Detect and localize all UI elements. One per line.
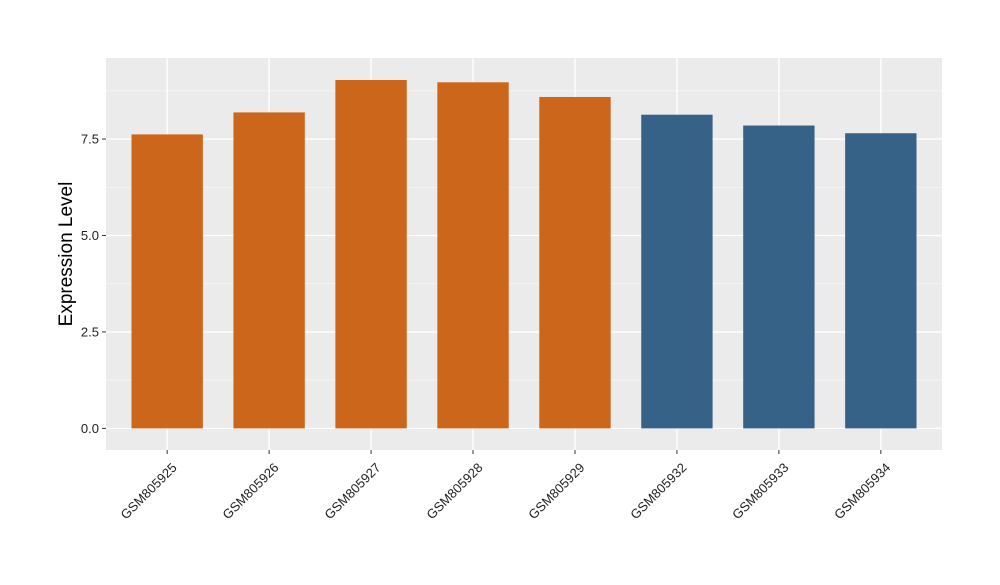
x-tick-label: GSM805932 — [627, 460, 689, 522]
y-tick-label: 5.0 — [81, 228, 99, 243]
bar-GSM805929 — [539, 96, 611, 429]
x-tick-label: GSM805928 — [423, 460, 485, 522]
x-tick-label: GSM805925 — [118, 460, 180, 522]
y-axis: 0.0 2.5 5.0 7.5 — [81, 132, 106, 436]
bars — [131, 79, 917, 429]
y-tick-label: 7.5 — [81, 132, 99, 147]
bar-GSM805926 — [233, 112, 305, 429]
x-axis: GSM805925 GSM805926 GSM805927 GSM805928 GSM8… — [118, 450, 893, 522]
y-axis-label: Expression Level — [56, 182, 77, 327]
x-tick-label: GSM805933 — [729, 460, 791, 522]
bar-GSM805928 — [437, 82, 509, 429]
bar-GSM805925 — [131, 134, 203, 429]
x-tick-label: GSM805926 — [219, 460, 281, 522]
plot-panel — [106, 58, 942, 450]
bar-GSM805933 — [743, 125, 815, 429]
bar-GSM805932 — [641, 114, 713, 429]
x-tick-label: GSM805929 — [525, 460, 587, 522]
y-tick-label: 2.5 — [81, 324, 99, 339]
bar-GSM805927 — [335, 79, 407, 429]
x-tick-label: GSM805934 — [831, 460, 893, 522]
bar-GSM805934 — [845, 133, 917, 429]
y-tick-label: 0.0 — [81, 421, 99, 436]
x-tick-label: GSM805927 — [321, 460, 383, 522]
